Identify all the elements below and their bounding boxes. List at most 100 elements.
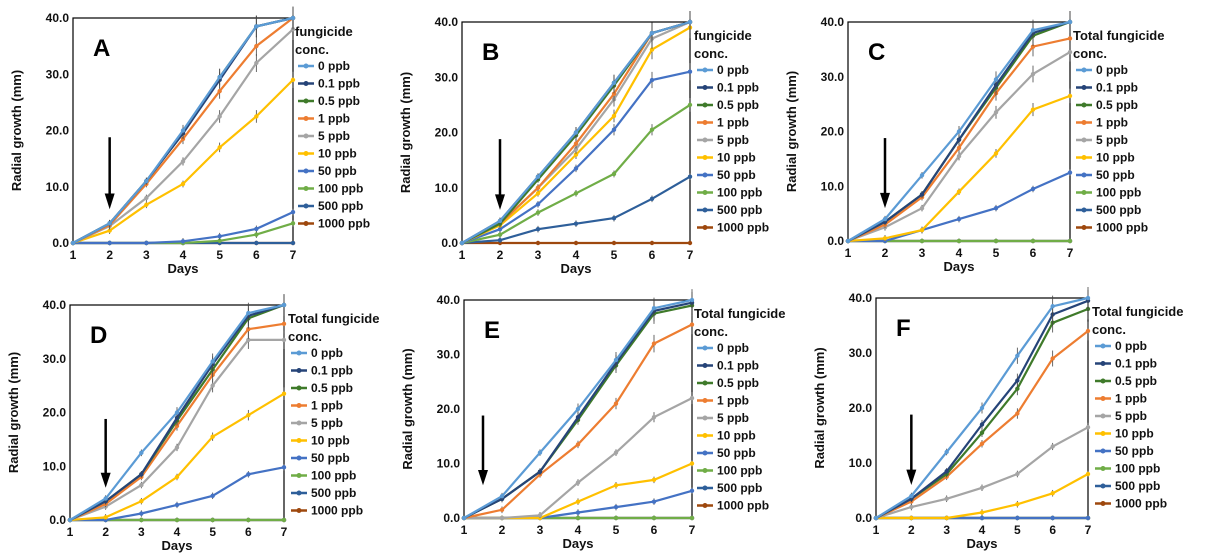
legend-marker xyxy=(296,438,302,443)
data-point xyxy=(573,221,579,226)
data-point xyxy=(246,310,251,316)
legend-entry: 0.1 ppb xyxy=(1115,357,1157,371)
legend-marker xyxy=(296,403,302,408)
x-tick-label: 1 xyxy=(461,523,468,537)
legend-entry: 50 ppb xyxy=(717,446,756,460)
legend-marker xyxy=(702,225,708,230)
data-point xyxy=(919,238,925,244)
legend-entry: 1000 ppb xyxy=(717,221,769,235)
data-point xyxy=(1015,386,1020,391)
legend-title: conc. xyxy=(1073,46,1107,61)
y-tick-label: 0.0 xyxy=(855,511,872,525)
data-point xyxy=(217,114,222,119)
legend-title: Total fungicide xyxy=(288,311,379,326)
legend-entry: 10 ppb xyxy=(1115,427,1154,441)
x-tick-label: 5 xyxy=(611,248,618,262)
legend-entry: 0.5 ppb xyxy=(1115,374,1157,388)
legend-entry: 1 ppb xyxy=(311,399,343,413)
y-tick-label: 0.0 xyxy=(52,236,69,250)
legend-entry: 0 ppb xyxy=(1096,63,1128,77)
data-point xyxy=(944,469,949,474)
panel-label: E xyxy=(484,317,500,344)
data-point xyxy=(70,240,76,246)
legend-entry: 1000 ppb xyxy=(717,499,769,513)
legend-marker xyxy=(702,85,708,90)
data-point xyxy=(1067,19,1073,25)
legend-entry: 0 ppb xyxy=(318,59,350,73)
y-tick-label: 40.0 xyxy=(435,15,459,29)
legend-marker xyxy=(702,485,708,491)
y-tick-label: 10.0 xyxy=(821,179,845,193)
legend-entry: 50 ppb xyxy=(318,164,357,178)
data-point xyxy=(254,232,259,237)
data-point xyxy=(254,226,259,232)
data-point xyxy=(499,515,505,521)
arrow-head xyxy=(880,192,890,209)
y-tick-label: 10.0 xyxy=(43,459,67,473)
data-point xyxy=(944,515,949,521)
legend-marker xyxy=(1081,225,1087,230)
legend-entry: 50 ppb xyxy=(1096,168,1135,182)
legend-marker xyxy=(702,120,708,125)
data-point xyxy=(1085,471,1091,477)
series-5-ppb xyxy=(873,422,1091,521)
series-0-ppb xyxy=(70,6,296,246)
x-tick-label: 1 xyxy=(70,248,77,262)
y-tick-label: 0.0 xyxy=(441,236,458,250)
data-point xyxy=(210,493,215,499)
data-point xyxy=(180,239,186,244)
data-point xyxy=(1030,44,1036,49)
legend-marker xyxy=(303,63,309,69)
data-point xyxy=(956,153,962,159)
data-point xyxy=(461,515,467,521)
legend-entry: 0.1 ppb xyxy=(1096,81,1138,95)
data-point xyxy=(613,357,619,363)
data-point xyxy=(649,30,655,36)
arrow-head xyxy=(100,472,111,488)
panel-label: F xyxy=(896,315,911,342)
legend-marker xyxy=(1081,85,1087,90)
panel-label: C xyxy=(868,39,885,66)
data-point xyxy=(956,189,962,194)
legend-marker xyxy=(303,203,309,209)
data-point xyxy=(1015,471,1020,477)
data-point xyxy=(1015,502,1020,507)
data-point xyxy=(535,202,541,207)
data-point xyxy=(613,515,619,521)
legend-entry: 500 ppb xyxy=(1096,203,1141,217)
legend: Total fungicide conc. 0 ppb 0.1 ppb 0.5 ppb 1… xyxy=(288,311,379,518)
legend-entry: 100 ppb xyxy=(717,186,762,200)
data-point xyxy=(144,195,149,201)
legend-marker xyxy=(296,368,302,373)
data-point xyxy=(67,517,73,523)
y-tick-label: 40.0 xyxy=(43,298,67,312)
data-point xyxy=(573,240,579,246)
legend-entry: 1 ppb xyxy=(1115,392,1147,406)
data-point xyxy=(909,504,914,510)
data-point xyxy=(1067,238,1073,244)
legend-entry: 100 ppb xyxy=(311,469,356,483)
y-tick-label: 30.0 xyxy=(821,70,845,84)
x-tick-label: 3 xyxy=(919,246,926,260)
legend-entry: 5 ppb xyxy=(1115,409,1147,423)
data-point xyxy=(575,510,581,515)
data-point xyxy=(290,77,296,83)
data-point xyxy=(174,517,180,523)
arrow-head xyxy=(495,194,505,210)
legend-title: Total fungicide xyxy=(1073,28,1164,43)
data-point xyxy=(210,359,215,364)
x-tick-label: 6 xyxy=(1030,246,1037,260)
data-point xyxy=(611,113,617,119)
data-point xyxy=(689,395,695,401)
data-point xyxy=(103,496,108,501)
series-100-ppb xyxy=(459,97,693,246)
data-point xyxy=(845,238,851,244)
data-point xyxy=(174,445,180,450)
data-point xyxy=(687,19,693,25)
x-tick-label: 4 xyxy=(979,523,986,537)
data-point xyxy=(535,191,541,196)
data-point xyxy=(210,434,215,439)
legend-marker xyxy=(303,133,309,139)
legend-marker xyxy=(702,468,708,473)
data-point xyxy=(1050,444,1055,449)
